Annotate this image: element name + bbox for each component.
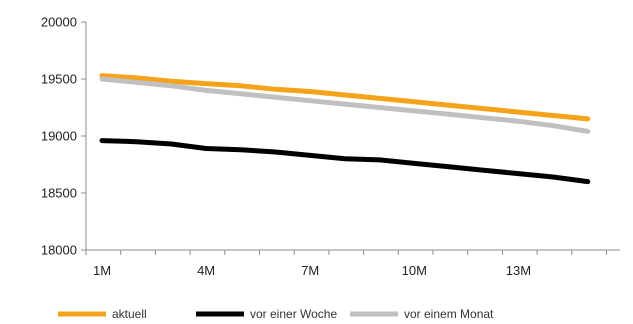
series-line-2	[99, 138, 591, 185]
x-ticks: 1M 4M 7M 10M 13M	[85, 250, 607, 278]
y-tick-label: 19500	[41, 72, 77, 87]
x-tick-label: 10M	[402, 263, 427, 278]
x-tick-label: 1M	[93, 263, 111, 278]
axes	[85, 22, 620, 251]
y-tick-label: 20000	[41, 15, 77, 30]
legend: aktuell vor einer Woche vor einem Monat	[58, 307, 494, 321]
x-tick-label: 13M	[506, 263, 531, 278]
series-line-3	[99, 76, 591, 134]
y-tick-label: 18500	[41, 186, 77, 201]
legend-label: vor einer Woche	[250, 307, 337, 321]
series-lines	[99, 73, 591, 185]
y-ticks: 18000 18500 19000 19500 20000	[41, 15, 86, 258]
y-tick-label: 18000	[41, 243, 77, 258]
series-line-1	[99, 73, 591, 122]
legend-label: aktuell	[112, 307, 147, 321]
x-tick-label: 4M	[197, 263, 215, 278]
x-tick-label: 7M	[301, 263, 319, 278]
legend-label: vor einem Monat	[404, 307, 494, 321]
y-tick-label: 19000	[41, 129, 77, 144]
